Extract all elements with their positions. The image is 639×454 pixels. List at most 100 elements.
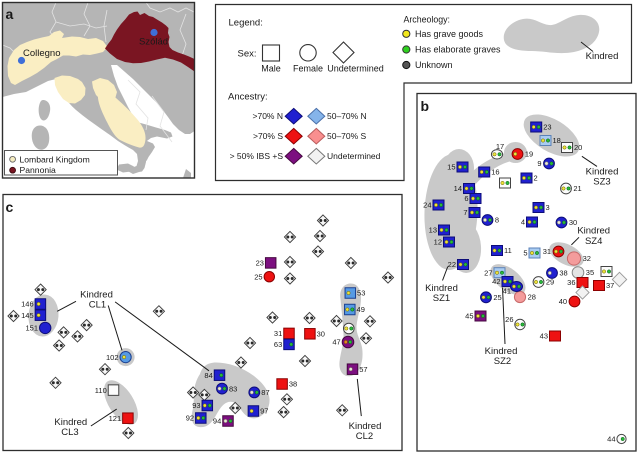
svg-text:19: 19 [525,150,533,159]
svg-text:92: 92 [186,414,194,423]
svg-text:57: 57 [359,365,367,374]
svg-text:31: 31 [543,247,551,256]
svg-text:Kindred: Kindred [349,421,382,432]
svg-text:25: 25 [254,272,262,281]
svg-text:53: 53 [357,289,365,298]
svg-text:29: 29 [546,278,554,287]
svg-text:b: b [421,98,430,114]
svg-text:37: 37 [606,281,614,290]
svg-text:22: 22 [448,260,456,269]
svg-text:63: 63 [274,340,282,349]
svg-text:31: 31 [274,329,282,338]
svg-text:Undetermined: Undetermined [327,64,384,74]
svg-text:12: 12 [434,238,442,247]
svg-text:38: 38 [289,380,297,389]
svg-text:Szólád: Szólád [139,37,168,48]
svg-text:24: 24 [423,201,431,210]
svg-text:Kindred: Kindred [80,289,113,300]
svg-text:Archeology:: Archeology: [404,15,450,25]
svg-text:Male: Male [261,64,281,74]
svg-text:36: 36 [567,278,575,287]
svg-text:40: 40 [559,297,567,306]
svg-text:Kindred: Kindred [425,283,458,294]
svg-text:Undetermined: Undetermined [327,151,381,161]
svg-text:26: 26 [505,315,513,324]
svg-text:30: 30 [569,218,577,227]
svg-text:Collegno: Collegno [23,48,61,59]
svg-text:Kindred: Kindred [54,417,87,428]
svg-text:6: 6 [464,194,468,203]
svg-text:45: 45 [465,312,473,321]
svg-text:>70% N: >70% N [253,111,283,121]
svg-text:Sex:: Sex: [237,49,256,60]
svg-text:SZ2: SZ2 [494,356,511,367]
svg-text:94: 94 [213,417,221,426]
svg-text:21: 21 [573,184,581,193]
svg-text:41: 41 [503,287,511,296]
svg-text:145: 145 [21,311,34,320]
svg-text:Pannonia: Pannonia [20,165,57,175]
svg-text:32: 32 [583,254,591,263]
svg-text:Kindred: Kindred [586,51,619,62]
svg-text:47: 47 [332,338,340,347]
svg-text:Legend:: Legend: [229,18,263,29]
svg-text:146: 146 [21,300,34,309]
svg-text:97: 97 [260,407,268,416]
svg-text:> 50% IBS +S: > 50% IBS +S [230,151,284,161]
svg-text:15: 15 [447,163,455,172]
svg-text:16: 16 [491,168,499,177]
svg-text:23: 23 [256,259,264,268]
svg-text:25: 25 [493,293,501,302]
svg-text:SZ3: SZ3 [593,176,610,187]
svg-text:17: 17 [496,142,504,151]
svg-text:a: a [6,6,14,22]
svg-text:Has grave goods: Has grave goods [415,29,484,39]
svg-text:28: 28 [528,293,536,302]
svg-text:Lombard Kingdom: Lombard Kingdom [20,154,90,164]
svg-text:38: 38 [559,269,567,278]
svg-text:93: 93 [192,401,200,410]
svg-text:49: 49 [357,305,365,314]
svg-text:CL3: CL3 [61,427,78,438]
svg-text:121: 121 [109,414,122,423]
svg-text:Kindred: Kindred [577,226,610,237]
svg-text:50–70% N: 50–70% N [327,111,367,121]
svg-text:CL2: CL2 [356,431,373,442]
svg-text:9: 9 [537,159,541,168]
svg-text:84: 84 [204,371,212,380]
svg-text:44: 44 [607,435,615,444]
svg-text:Female: Female [293,64,323,74]
svg-text:2: 2 [534,174,538,183]
svg-text:7: 7 [463,208,467,217]
svg-text:20: 20 [574,143,582,152]
svg-text:30: 30 [317,330,325,339]
svg-text:43: 43 [540,332,548,341]
svg-text:>70% S: >70% S [253,131,283,141]
svg-text:Unknown: Unknown [415,60,453,70]
svg-text:Kindred: Kindred [586,166,619,177]
svg-text:4: 4 [521,218,525,227]
svg-text:50–70% S: 50–70% S [327,131,367,141]
svg-text:Ancestry:: Ancestry: [228,92,268,103]
svg-text:SZ4: SZ4 [585,236,602,247]
svg-text:23: 23 [543,123,551,132]
svg-text:102: 102 [106,353,119,362]
svg-text:8: 8 [495,216,499,225]
svg-text:11: 11 [504,246,512,255]
svg-text:83: 83 [229,384,237,393]
svg-text:c: c [6,199,14,215]
svg-text:27: 27 [484,268,492,277]
svg-text:5: 5 [523,249,527,258]
svg-text:Has elaborate graves: Has elaborate graves [415,45,501,55]
svg-text:14: 14 [454,184,462,193]
svg-text:110: 110 [95,386,107,395]
svg-text:SZ1: SZ1 [433,293,450,304]
svg-text:42: 42 [492,277,500,286]
svg-text:CL1: CL1 [89,300,106,311]
svg-text:87: 87 [261,388,269,397]
svg-text:151: 151 [25,324,38,333]
svg-text:18: 18 [553,136,561,145]
svg-text:13: 13 [429,226,437,235]
svg-text:Kindred: Kindred [485,346,518,357]
svg-text:3: 3 [546,203,550,212]
